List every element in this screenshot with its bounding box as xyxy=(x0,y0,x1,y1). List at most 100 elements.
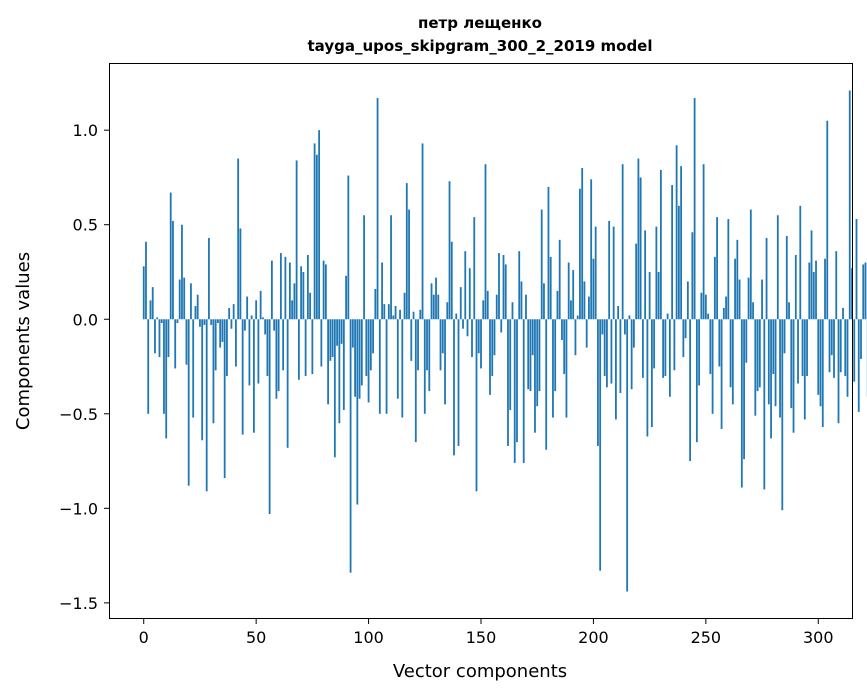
bar xyxy=(464,251,467,320)
bar xyxy=(156,317,159,320)
bar xyxy=(543,283,545,320)
bar xyxy=(731,319,734,405)
bar xyxy=(597,319,599,446)
bar xyxy=(426,319,428,371)
bar xyxy=(383,304,386,320)
bar xyxy=(520,281,523,320)
bar xyxy=(734,258,736,320)
bar xyxy=(450,241,453,320)
bar xyxy=(302,271,305,320)
bar xyxy=(282,319,285,371)
bar xyxy=(232,304,235,320)
bar xyxy=(579,188,581,320)
bar xyxy=(376,98,379,320)
bar xyxy=(781,319,784,511)
bar xyxy=(154,319,156,354)
y-tick-label: −0.5 xyxy=(59,405,98,424)
bar xyxy=(725,296,727,320)
x-tick-label: 200 xyxy=(578,628,609,647)
bar xyxy=(145,241,147,320)
bar xyxy=(740,319,743,488)
bar xyxy=(839,319,842,373)
bar xyxy=(446,302,449,320)
bar xyxy=(704,294,707,320)
bar xyxy=(270,260,273,320)
bar xyxy=(277,319,280,392)
bar xyxy=(828,319,831,373)
bar xyxy=(788,302,790,320)
bar xyxy=(235,319,237,367)
bar xyxy=(754,319,757,416)
bar xyxy=(563,319,566,375)
bar xyxy=(554,319,557,392)
bar xyxy=(635,243,638,320)
bar xyxy=(387,304,390,320)
bar xyxy=(707,313,709,320)
bar xyxy=(650,319,653,428)
y-axis-ticks: −1.5 −1.0 −0.5 0.0 0.5 1.0 xyxy=(59,121,110,613)
bar xyxy=(300,266,303,320)
bar xyxy=(583,281,586,320)
bar xyxy=(311,319,314,375)
bar xyxy=(538,319,541,392)
bar xyxy=(722,307,725,320)
bar xyxy=(558,239,561,320)
bar xyxy=(691,232,694,320)
bar xyxy=(457,319,460,446)
bar xyxy=(185,319,188,365)
bar xyxy=(444,319,446,405)
bar xyxy=(747,277,750,320)
bar xyxy=(738,279,741,320)
bar xyxy=(178,279,181,320)
bar xyxy=(268,319,271,515)
bar xyxy=(403,292,406,320)
bar xyxy=(644,230,647,320)
bar xyxy=(293,283,296,320)
bar xyxy=(372,319,374,354)
bar xyxy=(509,319,512,411)
bar xyxy=(190,283,192,320)
bar xyxy=(655,226,658,320)
bar xyxy=(502,254,505,320)
bar xyxy=(266,319,269,376)
bar xyxy=(304,319,307,376)
bar xyxy=(570,300,572,320)
bar xyxy=(619,319,622,393)
bar xyxy=(482,300,485,320)
bar xyxy=(821,319,824,428)
bar xyxy=(540,209,543,320)
bar xyxy=(799,205,802,320)
bar xyxy=(498,253,500,320)
bar xyxy=(288,262,291,320)
x-tick-label: 250 xyxy=(691,628,722,647)
bar xyxy=(158,319,161,358)
bar xyxy=(702,164,705,320)
bar xyxy=(473,217,476,320)
bar xyxy=(590,179,593,320)
bar xyxy=(174,319,177,369)
bar xyxy=(574,319,577,356)
bar xyxy=(169,192,172,320)
bar xyxy=(698,319,701,386)
bar xyxy=(785,236,788,320)
bar xyxy=(513,319,516,463)
bar xyxy=(693,98,696,320)
bar xyxy=(181,224,183,320)
bar xyxy=(536,319,539,407)
bar xyxy=(246,296,249,320)
bar xyxy=(486,290,489,320)
bar xyxy=(349,319,352,573)
bar xyxy=(261,317,264,320)
bar xyxy=(405,183,408,320)
bar xyxy=(414,319,417,443)
x-tick-label: 300 xyxy=(803,628,834,647)
bar xyxy=(378,319,381,414)
bar xyxy=(466,319,469,337)
bar xyxy=(430,283,433,320)
bar xyxy=(210,319,213,325)
bar xyxy=(151,287,154,320)
bar xyxy=(223,319,226,479)
bar xyxy=(682,319,685,358)
bar xyxy=(358,319,361,399)
